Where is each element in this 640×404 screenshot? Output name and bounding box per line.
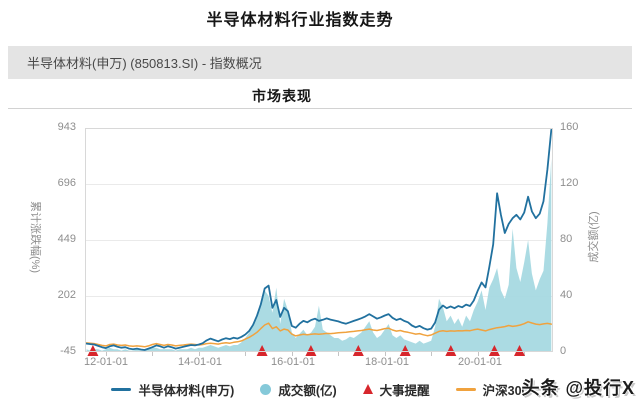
triangle-marker-icon (362, 384, 373, 394)
legend-item-index[interactable]: 半导体材料(申万) (111, 380, 234, 399)
right-axis-tick: 120 (560, 177, 579, 189)
right-axis-tick: 160 (560, 121, 579, 133)
index-header-text: 半导体材料(申万) (850813.SI) - 指数概况 (27, 56, 262, 71)
right-axis-tick: 40 (560, 289, 573, 301)
watermark: 头条 @投行X (521, 378, 635, 398)
page-title: 半导体材料行业指数走势 (206, 12, 394, 29)
section-divider (8, 108, 632, 109)
right-axis-tick: 80 (560, 233, 573, 245)
legend-item-hs300[interactable]: 沪深300 (455, 380, 529, 399)
legend-label: 沪深300 (482, 383, 529, 398)
legend-label: 大事提醒 (379, 383, 430, 398)
legend-label: 半导体材料(申万) (138, 383, 235, 398)
legend-item-events[interactable]: 大事提醒 (362, 380, 430, 399)
left-axis-tick: 696 (57, 177, 76, 189)
x-axis-tick: 14-01-01 (177, 356, 223, 368)
left-axis-tick: 449 (57, 233, 76, 245)
left-axis-tick: 202 (57, 289, 76, 301)
x-axis-tick: 20-01-01 (457, 356, 503, 368)
x-axis-tick: 16-01-01 (270, 356, 316, 368)
legend-item-volume[interactable]: 成交额(亿) (260, 380, 337, 399)
right-axis-tick: 0 (560, 345, 567, 357)
x-axis-tick: 18-01-01 (364, 356, 410, 368)
plot-area (85, 128, 553, 356)
x-axis-tick: 12-01-01 (83, 356, 129, 368)
left-axis-tick: -45 (60, 345, 76, 357)
chart-legend: 半导体材料(申万) 成交额(亿) 大事提醒 沪深300 (0, 379, 640, 399)
left-axis-tick: 943 (57, 121, 76, 133)
legend-label: 成交额(亿) (278, 383, 337, 398)
section-title: 市场表现 (252, 88, 312, 104)
dot-marker-icon (260, 383, 272, 395)
index-header-bar: 半导体材料(申万) (850813.SI) - 指数概况 (8, 46, 632, 79)
line-marker-icon (455, 387, 476, 391)
line-marker-icon (111, 387, 132, 391)
